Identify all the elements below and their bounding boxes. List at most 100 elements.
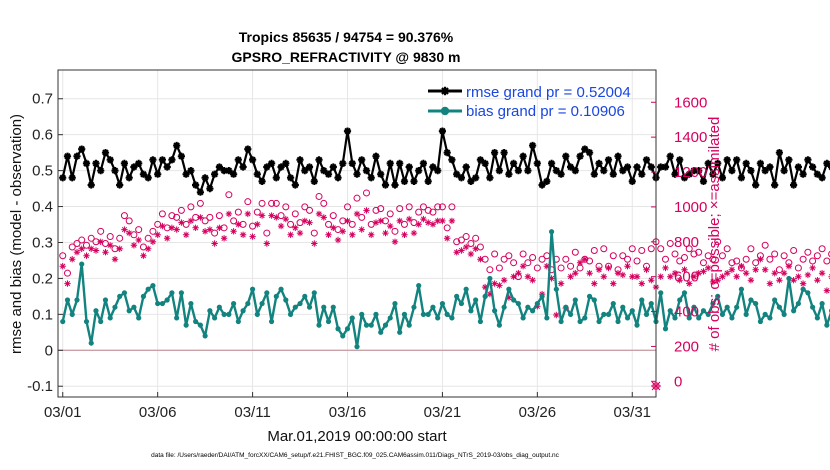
legend-bias-label: bias grand pr = 0.10906	[466, 103, 625, 120]
obs-assimilated-point	[823, 287, 830, 294]
rmse-point	[780, 167, 788, 175]
obs-possible-point	[268, 199, 276, 207]
bias-point	[534, 300, 540, 307]
rmse-point	[752, 181, 760, 189]
bias-point	[786, 275, 792, 282]
obs-assimilated-point	[406, 215, 413, 223]
obs-possible-point	[177, 206, 185, 214]
bias-point	[515, 300, 521, 307]
rmse-point	[657, 163, 665, 171]
obs-assimilated-point	[557, 280, 565, 287]
rmse-point	[718, 174, 726, 182]
rmse-point	[467, 177, 475, 185]
obs-assimilated-point	[69, 256, 76, 263]
rmse-point	[211, 170, 219, 178]
obs-assimilated-point	[235, 221, 242, 228]
rmse-point	[225, 167, 233, 175]
obs-possible-point	[657, 245, 665, 253]
obs-assimilated-point	[747, 277, 755, 284]
obs-possible-point	[718, 252, 726, 260]
bias-point	[193, 318, 199, 325]
obs-possible-point	[301, 203, 309, 211]
rmse-point	[728, 167, 736, 175]
obs-assimilated-point	[524, 273, 532, 280]
rmse-point	[125, 174, 133, 182]
bias-point	[810, 304, 816, 310]
bias-point	[525, 304, 531, 310]
bias-point	[344, 326, 351, 332]
bias-point	[368, 322, 374, 328]
obs-possible-point	[106, 233, 114, 241]
y2-axis-label: # of obs: o=possible; ×=assimilated	[706, 117, 723, 352]
data-file-footer: data file: /Users/raeder/DAI/ATM_forcXX/…	[151, 452, 560, 459]
rmse-point	[519, 152, 527, 160]
rmse-point	[334, 174, 342, 182]
rmse-point	[562, 152, 570, 160]
bias-point	[401, 311, 408, 317]
bias-point	[136, 315, 142, 321]
obs-possible-point	[505, 252, 513, 260]
bias-point	[416, 283, 422, 289]
obs-assimilated-point	[92, 247, 100, 254]
series-obs-assimilated	[59, 207, 830, 319]
obs-assimilated-point	[752, 266, 759, 273]
obs-possible-point	[329, 212, 337, 220]
rmse-point	[756, 159, 764, 167]
obs-assimilated-point	[382, 229, 389, 237]
obs-possible-point	[771, 250, 779, 258]
bias-point	[634, 322, 640, 328]
rmse-point	[82, 159, 91, 167]
bias-point	[98, 318, 104, 325]
rmse-point	[638, 170, 646, 178]
obs-possible-point	[443, 224, 451, 232]
obs-assimilated-point	[790, 277, 797, 284]
obs-possible-point	[799, 255, 807, 263]
bias-point	[643, 311, 650, 317]
obs-assimilated-point	[330, 224, 337, 231]
rmse-point	[249, 156, 257, 164]
obs-possible-point	[804, 248, 812, 256]
rmse-point	[396, 159, 404, 167]
obs-assimilated-point	[757, 256, 764, 263]
obs-assimilated-point	[59, 263, 66, 270]
obs-assimilated-point	[368, 231, 375, 238]
rmse-point	[177, 152, 185, 160]
rmse-point	[305, 163, 314, 171]
obs-assimilated-point	[662, 264, 669, 272]
obs-possible-point	[500, 255, 508, 263]
bias-point	[791, 308, 797, 314]
bias-point	[563, 304, 569, 310]
obs-assimilated-point	[510, 273, 517, 280]
obs-assimilated-point	[334, 236, 342, 244]
bias-point	[677, 297, 683, 303]
bias-point	[511, 297, 517, 303]
rmse-point	[576, 152, 584, 160]
rmse-point	[600, 167, 608, 175]
x-tick-label: 03/26	[519, 404, 557, 421]
bias-point	[601, 311, 607, 317]
series-rmse	[59, 127, 830, 196]
obs-assimilated-point	[64, 280, 71, 287]
rmse-point	[296, 156, 304, 164]
bias-point	[548, 229, 555, 235]
rmse-point	[320, 167, 328, 175]
bias-point	[155, 300, 161, 307]
obs-assimilated-point	[225, 210, 233, 218]
obs-assimilated-point	[349, 231, 356, 238]
bias-point	[69, 311, 75, 317]
rmse-point	[524, 167, 532, 175]
obs-assimilated-point	[126, 229, 133, 237]
obs-assimilated-point	[434, 217, 441, 225]
rmse-point	[500, 149, 508, 157]
obs-possible-point	[78, 236, 86, 244]
y2-tick-label: 600	[674, 269, 699, 286]
obs-assimilated-point	[795, 273, 802, 280]
bias-point	[349, 315, 355, 321]
rmse-point	[377, 170, 385, 178]
obs-possible-point	[794, 264, 802, 272]
bias-point	[79, 261, 85, 267]
bias-point	[454, 293, 460, 299]
bias-point	[306, 304, 313, 310]
obs-assimilated-point	[733, 273, 740, 280]
bias-point	[439, 300, 446, 307]
